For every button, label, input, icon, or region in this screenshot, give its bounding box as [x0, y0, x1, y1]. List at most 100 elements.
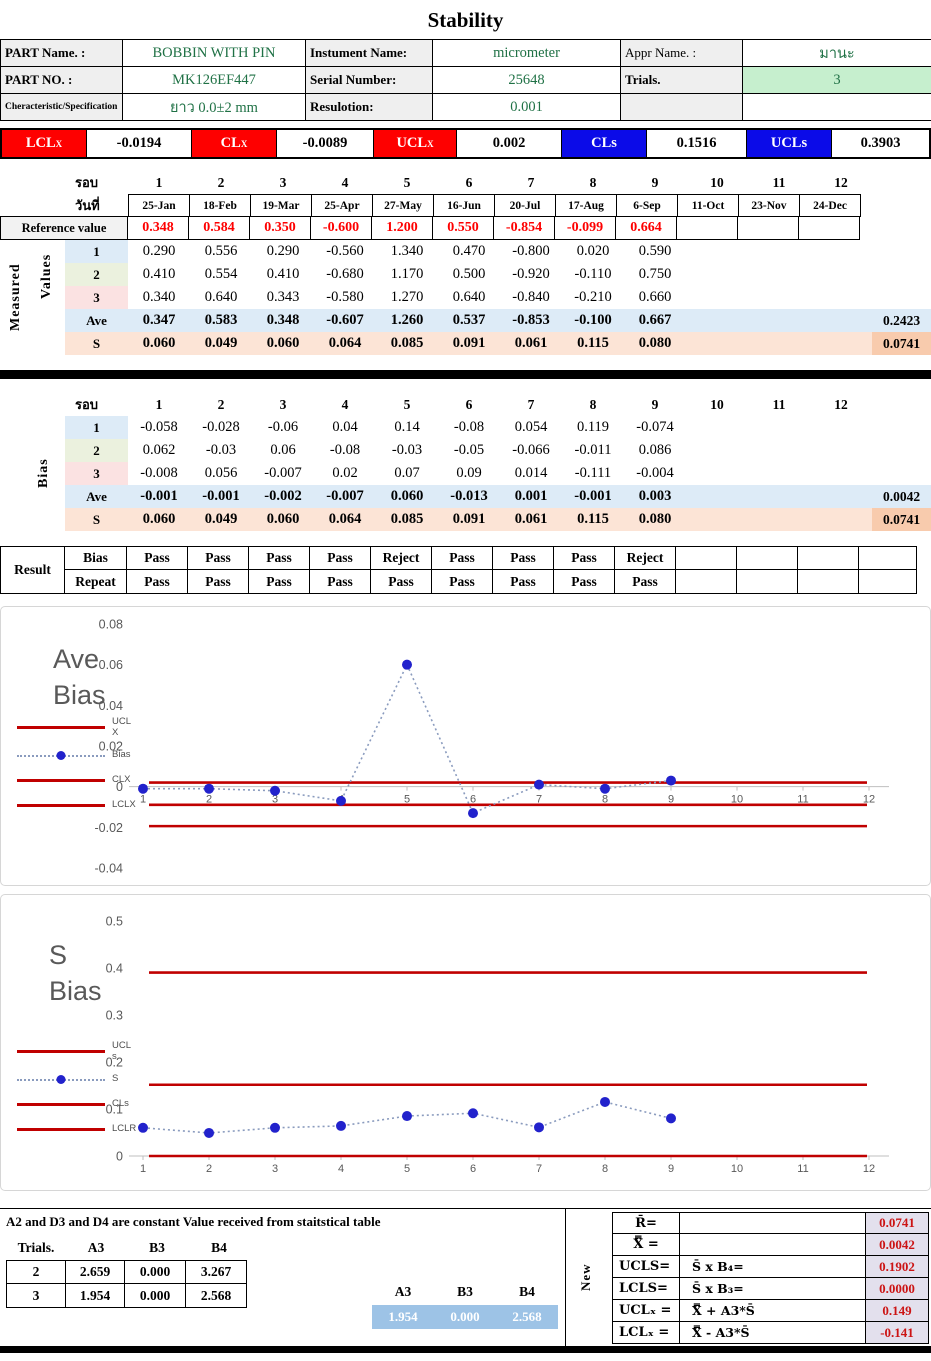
chart-title-line: S — [49, 940, 68, 970]
uclx-value: 0.002 — [457, 130, 562, 157]
bias-value — [748, 439, 810, 462]
bias-s-value: 0.115 — [562, 508, 624, 531]
bias-ave-summary: 0.0042 — [872, 485, 931, 508]
section-divider — [0, 370, 931, 379]
bias-value: -0.007 — [264, 465, 302, 481]
result-cell — [736, 569, 798, 594]
bias-value: 0.056 — [204, 465, 238, 481]
measured-value — [686, 263, 748, 286]
bias-value: 0.06 — [270, 442, 296, 458]
legend-item: LCLX — [17, 798, 136, 814]
chart-title-line: Ave — [53, 644, 100, 674]
trial-row-label: 1 — [65, 416, 128, 439]
bias-s-value: 0.060 — [252, 508, 314, 531]
round-number: 11 — [772, 396, 786, 412]
date-cell: 19-Mar — [250, 194, 312, 217]
bias-value — [748, 416, 810, 439]
date-cell: 18-Feb — [189, 194, 251, 217]
resolution-value: 0.001 — [433, 94, 621, 121]
s-bias-chart: 0.5 0.4 0.3 0.2 0.1 0 1 2 3 4 5 6 7 8 9 10 11 12 S Bias UC… — [0, 894, 931, 1191]
chart-title-line: Bias — [49, 976, 102, 1007]
table-row: 3 0.340 0.640 0.343 -0.580 1.270 0.640 -0.840 -0… — [0, 286, 931, 309]
measured-value: 0.410 — [266, 266, 300, 282]
result-cell: Pass — [553, 569, 615, 594]
constants-headers: Trials. A3 B3 B4 — [6, 1237, 250, 1259]
calc-formula — [679, 1212, 866, 1234]
bias-value: -0.058 — [140, 419, 178, 435]
appr-name-label: Appr Name. : — [621, 40, 743, 67]
spacer — [872, 263, 931, 286]
reference-value: 0.584 — [188, 216, 250, 240]
measured-values-section: Measured Values รอบ 1 2 3 4 5 6 7 8 9 10 11 12 วันที่… — [0, 171, 931, 355]
table-row: X̿ = 0.0042 — [612, 1233, 929, 1256]
bias-value: 0.014 — [514, 465, 548, 481]
bias-s-value — [810, 508, 872, 531]
control-limits-bar: LCL X -0.0194 CL X -0.0089 UCL X 0.002 CLs … — [0, 128, 931, 159]
part-info-table: PART Name. : BOBBIN WITH PIN Instument N… — [0, 39, 931, 121]
new-calc-table: R̄= 0.0741 X̿ = 0.0042 UCLS= S̄ x B₄= 0.1902 LC… — [612, 1212, 929, 1344]
trial-row-label: 3 — [65, 462, 128, 485]
measured-value: -0.840 — [512, 289, 550, 305]
legend-label: CLs — [112, 1098, 129, 1110]
ave-value: -0.853 — [500, 309, 562, 332]
result-cell — [858, 546, 917, 570]
result-rows: Bias Pass Pass Pass Pass Reject Pass Pass Pass Re… — [64, 546, 917, 594]
selected-value: 0.000 — [434, 1305, 496, 1329]
reference-value: 1.200 — [371, 216, 433, 240]
reference-label: Reference value — [0, 216, 128, 240]
result-cell: Pass — [309, 569, 371, 594]
s-bias-chart-legend: UCL s S CLs LCLR — [17, 1040, 136, 1138]
round-number: 5 — [403, 174, 411, 190]
round-number: 3 — [279, 174, 287, 190]
bias-s-value: 0.049 — [190, 508, 252, 531]
bias-value: 0.02 — [332, 465, 358, 481]
round-number: 2 — [217, 174, 225, 190]
measured-value: 1.270 — [390, 289, 424, 305]
reference-value: 0.348 — [127, 216, 189, 240]
spacer — [872, 416, 931, 439]
table-row: รอบ 1 2 3 4 5 6 7 8 9 10 11 12 — [0, 171, 931, 194]
trial-row-label: 3 — [65, 286, 128, 309]
legend-label: CLX — [112, 774, 131, 786]
constants-header: B3 — [149, 1240, 165, 1255]
measured-value: 0.290 — [142, 243, 176, 259]
svg-text:12: 12 — [863, 1163, 875, 1175]
spacer — [872, 439, 931, 462]
result-label: Result — [0, 546, 65, 594]
s-bias-plot: 0.50.40.30.20.101 2 3 4 5 6 7 8 9 10 11 12 — [106, 915, 889, 1175]
bias-ave-value: -0.002 — [252, 485, 314, 508]
measured-value: 0.290 — [266, 243, 300, 259]
table-row: 3 1.954 0.000 2.568 — [6, 1283, 247, 1308]
measured-value: -0.800 — [512, 243, 550, 259]
ave-value: 0.537 — [438, 309, 500, 332]
svg-text:0.04: 0.04 — [99, 699, 123, 713]
calc-name: R̄= — [612, 1212, 680, 1234]
bias-ave-value: 0.001 — [500, 485, 562, 508]
part-name-label: PART Name. : — [1, 40, 123, 67]
svg-text:7: 7 — [536, 794, 542, 806]
selected-value: 1.954 — [372, 1305, 434, 1329]
reference-value: -0.099 — [554, 216, 616, 240]
constants-header: B4 — [211, 1240, 227, 1255]
svg-text:0: 0 — [116, 1150, 123, 1164]
lclx-value: -0.0194 — [87, 130, 192, 157]
s-value: 0.060 — [252, 332, 314, 355]
date-cell: 11-Oct — [677, 194, 739, 217]
result-row-label: Repeat — [64, 569, 127, 594]
s-value — [810, 332, 872, 355]
ave-value: -0.607 — [314, 309, 376, 332]
round-number: 8 — [589, 396, 597, 412]
result-cell: Pass — [553, 546, 615, 570]
calc-name: UCLₓ = — [612, 1299, 680, 1322]
result-cell — [675, 569, 737, 594]
trial-row-label: 1 — [65, 240, 128, 263]
table-row: Reference value 0.348 0.584 0.350 -0.600 1.20… — [0, 216, 931, 240]
round-number: 9 — [651, 396, 659, 412]
measured-value: 0.640 — [452, 289, 486, 305]
svg-text:3: 3 — [272, 794, 278, 806]
table-row: 1 -0.058 -0.028 -0.06 0.04 0.14 -0.08 0.054 0.11… — [0, 416, 931, 439]
svg-text:6: 6 — [470, 794, 476, 806]
svg-text:0.5: 0.5 — [106, 915, 123, 929]
date-cell: 23-Nov — [738, 194, 800, 217]
round-number: 6 — [465, 174, 473, 190]
